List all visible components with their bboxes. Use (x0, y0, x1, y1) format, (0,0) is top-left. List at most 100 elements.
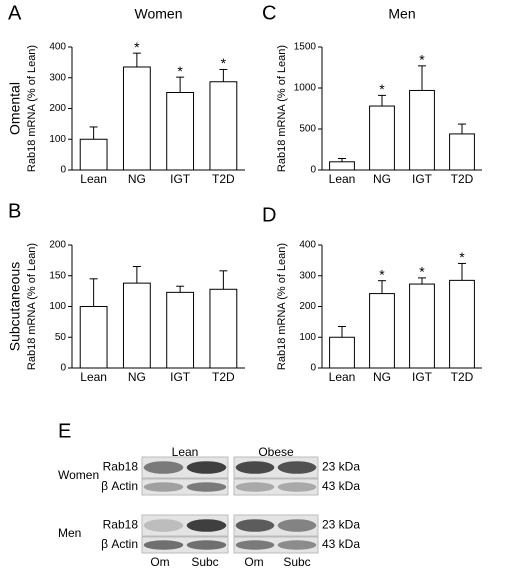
column-label: Lean (172, 445, 199, 459)
y-tick-label: 150 (49, 270, 66, 281)
x-tick-label: Lean (80, 370, 107, 384)
panel-title: Men (388, 6, 415, 22)
blot-band (186, 519, 227, 532)
lane-label: Subc (191, 555, 218, 569)
x-tick-label: T2D (212, 172, 235, 186)
bar (409, 283, 435, 369)
bar (369, 105, 395, 171)
bar (122, 66, 151, 171)
bar (449, 279, 475, 369)
lane-label: Om (244, 555, 263, 569)
bar (79, 306, 108, 369)
y-tick-label: 0 (60, 363, 66, 374)
blot-band (277, 482, 317, 492)
significance: * (379, 266, 385, 282)
y-tick-label: 100 (49, 301, 66, 312)
bar (166, 92, 195, 171)
significance: * (419, 264, 425, 280)
y-tick-label: 200 (49, 240, 66, 251)
y-tick-label: 100 (49, 134, 66, 145)
panel-label: E (58, 420, 71, 442)
significance: * (379, 81, 385, 97)
y-tick-label: 50 (55, 332, 67, 343)
bar (329, 336, 355, 369)
y-tick-label: 1000 (294, 83, 317, 94)
lane-label: Subc (283, 555, 310, 569)
blot-strip (233, 478, 319, 496)
x-tick-label: NG (373, 370, 391, 384)
row-label: Subcutaneous (7, 262, 23, 352)
bar (122, 282, 151, 369)
x-tick-label: NG (128, 370, 146, 384)
panel-title: Women (135, 6, 183, 22)
y-axis-label: Rab18 mRNA (% of Lean) (276, 243, 288, 370)
x-tick-label: Lean (80, 172, 107, 186)
significance: * (134, 39, 140, 55)
blot-band (235, 540, 275, 550)
size-label: 23 kDa (322, 518, 360, 532)
blot-band (235, 519, 275, 532)
size-label: 43 kDa (322, 537, 360, 551)
row-label: Rab18 (103, 518, 139, 532)
y-tick-label: 0 (310, 165, 316, 176)
y-tick-label: 300 (49, 72, 66, 83)
x-tick-label: Lean (329, 172, 356, 186)
bar (409, 89, 435, 171)
blot-band (143, 461, 184, 474)
bar (209, 288, 238, 369)
column-label: Obese (258, 445, 294, 459)
blot-band (186, 540, 227, 550)
y-tick-label: 100 (299, 332, 316, 343)
x-tick-label: T2D (451, 172, 474, 186)
significance: * (221, 55, 227, 71)
y-tick-label: 400 (299, 240, 316, 251)
y-tick-label: 400 (49, 42, 66, 53)
panel-label: D (262, 204, 276, 226)
blot-band (186, 461, 227, 474)
group-label: Women (58, 468, 99, 482)
row-label: Omental (7, 82, 23, 135)
blot-band (277, 540, 317, 550)
x-tick-label: NG (373, 172, 391, 186)
size-label: 23 kDa (322, 460, 360, 474)
y-tick-label: 0 (60, 165, 66, 176)
group-label: Men (58, 526, 81, 540)
x-tick-label: IGT (170, 172, 191, 186)
y-axis-label: Rab18 mRNA (% of Lean) (26, 45, 38, 172)
significance: * (459, 249, 465, 265)
blot-band (143, 540, 184, 550)
significance: * (177, 63, 183, 79)
blot-band (143, 482, 184, 492)
blot-band (186, 482, 227, 492)
y-tick-label: 0 (310, 363, 316, 374)
y-tick-label: 300 (299, 270, 316, 281)
y-tick-label: 500 (299, 124, 316, 135)
bar (79, 138, 108, 171)
x-tick-label: IGT (170, 370, 191, 384)
blot-band (235, 461, 275, 474)
y-axis-label: Rab18 mRNA (% of Lean) (26, 243, 38, 370)
x-tick-label: T2D (451, 370, 474, 384)
x-tick-label: IGT (412, 370, 433, 384)
bar (449, 133, 475, 171)
panel-label: C (262, 2, 276, 24)
y-axis-label: Rab18 mRNA (% of Lean) (276, 45, 288, 172)
x-tick-label: IGT (412, 172, 433, 186)
row-label: Rab18 (103, 460, 139, 474)
significance: * (419, 52, 425, 68)
blot-band (277, 519, 317, 532)
bar (369, 293, 395, 369)
row-label: β Actin (101, 537, 138, 551)
panel-label: A (8, 2, 22, 24)
y-tick-label: 1500 (294, 42, 317, 53)
bar (209, 81, 238, 171)
y-tick-label: 200 (49, 103, 66, 114)
blot-band (235, 482, 275, 492)
y-tick-label: 200 (299, 301, 316, 312)
row-label: β Actin (101, 479, 138, 493)
bar (329, 161, 355, 171)
panel-label: B (8, 200, 21, 222)
bar (166, 291, 195, 369)
x-tick-label: NG (128, 172, 146, 186)
